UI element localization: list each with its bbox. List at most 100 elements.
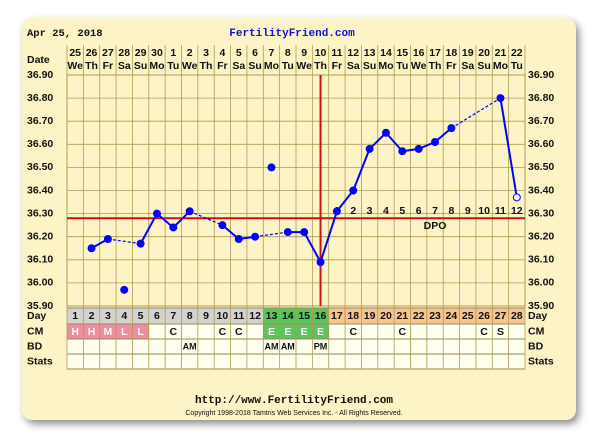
bd-cell	[459, 339, 476, 354]
x-tick-label: 9	[301, 47, 307, 59]
temperature-point	[496, 94, 505, 103]
x-tick-label: 10	[315, 47, 327, 59]
day-cell	[361, 308, 378, 324]
cycle-day: 2	[89, 310, 95, 322]
stats-cell	[67, 354, 84, 369]
y-tick-label: 36.90	[27, 69, 53, 81]
temperature-segment	[303, 231, 322, 263]
x-tick-label: 25	[69, 47, 81, 59]
temperature-segment	[107, 238, 141, 245]
temperature-point	[169, 223, 178, 232]
stats-cell	[246, 354, 264, 369]
cycle-day: 17	[331, 310, 343, 322]
day-cell	[426, 308, 444, 324]
x-tick-label: 8	[285, 47, 291, 59]
day-cell	[132, 308, 149, 324]
cycle-day: 1	[72, 310, 78, 322]
day-cell	[83, 308, 100, 324]
temperature-point	[316, 258, 325, 267]
row-label: Date	[27, 54, 50, 66]
temperature-point	[87, 244, 96, 253]
bd-cell	[475, 339, 493, 354]
bd-cell	[116, 339, 133, 354]
y-tick-label-right: 35.90	[528, 300, 554, 312]
dpo-number: 6	[416, 205, 422, 217]
weekday-label: Th	[85, 60, 98, 72]
site-name: FertilityFriend.com	[229, 28, 355, 40]
cycle-day: 23	[429, 310, 441, 322]
cm-value: E	[284, 326, 291, 338]
weekday-label: Sa	[118, 60, 131, 72]
x-tick-label: 14	[380, 47, 392, 59]
weekday-label: Sa	[461, 60, 474, 72]
stats-cell	[475, 354, 493, 369]
cm-cell	[148, 324, 166, 339]
bd-cell	[230, 339, 247, 354]
cm-cell	[116, 324, 133, 339]
cm-value: C	[399, 326, 407, 338]
bd-cell	[508, 339, 525, 354]
stats-cell	[99, 354, 117, 369]
dpo-number: 11	[495, 205, 506, 217]
x-tick-label: 1	[170, 47, 176, 59]
temperature-segment	[385, 132, 404, 152]
day-cell	[214, 308, 231, 324]
stats-cell	[394, 354, 411, 369]
stats-cell	[459, 354, 476, 369]
day-cell	[328, 308, 346, 324]
cm-value: E	[317, 326, 324, 338]
cm-cell	[246, 324, 264, 339]
stats-cell	[296, 354, 313, 369]
cycle-day: 3	[105, 310, 111, 322]
stats-cell	[345, 354, 362, 369]
stats-cell	[492, 354, 509, 369]
y-tick-label-right: 36.20	[528, 230, 554, 242]
y-tick-label: 36.70	[27, 115, 53, 127]
x-tick-label: 13	[364, 47, 376, 59]
bd-cell	[377, 339, 395, 354]
cycle-day: 14	[282, 310, 294, 322]
cycle-day: 7	[170, 310, 176, 322]
day-cell	[99, 308, 117, 324]
cm-cell	[230, 324, 247, 339]
weekday-label: Fr	[217, 60, 228, 72]
row-label-right: CM	[528, 325, 545, 337]
day-cell	[67, 308, 84, 324]
day-cell	[279, 308, 296, 324]
x-tick-label: 27	[102, 47, 114, 59]
row-label-right: Day	[528, 310, 547, 322]
weekday-label: Th	[314, 60, 327, 72]
weekday-label: Su	[363, 60, 376, 72]
cm-value: C	[480, 326, 488, 338]
day-cell	[296, 308, 313, 324]
x-tick-label: 5	[236, 47, 242, 59]
dpo-number: 12	[511, 205, 523, 217]
temperature-point	[414, 144, 423, 153]
temperature-point	[185, 207, 194, 216]
bd-cell	[246, 339, 264, 354]
cm-cell	[475, 324, 493, 339]
stats-cell	[361, 354, 378, 369]
stats-cell	[197, 354, 215, 369]
cm-cell	[394, 324, 411, 339]
x-tick-label: 7	[269, 47, 275, 59]
weekday-label: Mo	[493, 60, 508, 72]
day-cell	[197, 308, 215, 324]
day-cell	[246, 308, 264, 324]
bd-cell	[83, 339, 100, 354]
cycle-day: 4	[121, 310, 127, 322]
x-tick-label: 4	[219, 47, 225, 59]
cm-cell	[181, 324, 198, 339]
cm-cell	[263, 324, 280, 339]
day-cell	[443, 308, 460, 324]
temperature-point	[283, 228, 292, 237]
x-tick-label: 21	[495, 47, 507, 59]
temperature-point	[365, 144, 374, 153]
weekday-label: Mo	[264, 60, 279, 72]
weekday-label: We	[411, 60, 427, 72]
day-cell	[165, 308, 182, 324]
row-label: CM	[27, 325, 44, 337]
dpo-number: 2	[350, 205, 356, 217]
bd-value: AM	[264, 341, 278, 351]
y-tick-label: 36.50	[27, 161, 53, 173]
